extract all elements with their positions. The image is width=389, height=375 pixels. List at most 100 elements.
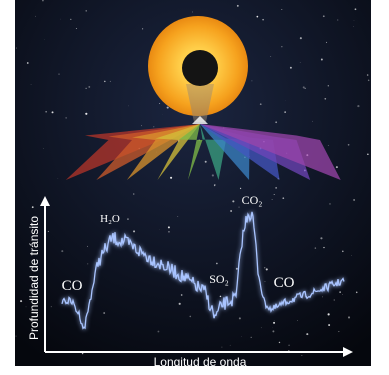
star-dot: [334, 300, 335, 301]
star-dot: [336, 166, 338, 168]
star-dot: [230, 210, 232, 212]
star-dot: [16, 48, 17, 49]
star-dot: [351, 255, 352, 256]
star-dot: [251, 80, 252, 81]
star-dot: [192, 12, 193, 13]
star-dot: [261, 327, 262, 328]
star-dot: [65, 117, 66, 118]
star-dot: [87, 246, 88, 247]
star-dot: [312, 121, 313, 122]
star-dot: [168, 226, 170, 228]
star-dot: [168, 231, 169, 232]
star-dot: [357, 105, 359, 107]
star-dot: [189, 316, 191, 318]
star-dot: [31, 84, 32, 85]
star-dot: [181, 294, 183, 296]
star-dot: [51, 306, 52, 307]
star-dot: [281, 46, 282, 47]
star-dot: [16, 336, 17, 337]
star-dot: [237, 5, 239, 7]
star-dot: [87, 263, 88, 264]
star-dot: [158, 331, 160, 333]
star-dot: [356, 292, 358, 294]
star-dot: [76, 28, 77, 29]
star-dot: [103, 312, 105, 314]
star-dot: [275, 187, 277, 189]
molecule-label: H₂O: [100, 213, 120, 225]
star-dot: [251, 337, 252, 338]
star-dot: [321, 59, 323, 61]
star-dot: [141, 125, 142, 126]
star-dot: [353, 26, 354, 27]
star-dot: [265, 281, 266, 282]
molecule-label: CO: [62, 278, 83, 294]
star-dot: [58, 73, 59, 74]
star-dot: [45, 111, 47, 113]
star-dot: [238, 207, 239, 208]
star-dot: [128, 106, 129, 107]
star-dot: [275, 121, 277, 123]
star-dot: [279, 342, 280, 343]
star-dot: [328, 313, 330, 315]
star-dot: [367, 74, 369, 76]
molecule-label: CO: [274, 275, 295, 291]
star-dot: [142, 28, 143, 29]
star-dot: [85, 113, 87, 115]
star-dot: [315, 247, 316, 248]
star-dot: [274, 194, 275, 195]
star-dot: [230, 345, 231, 346]
star-dot: [82, 353, 83, 354]
star-dot: [260, 103, 262, 105]
star-dot: [239, 317, 241, 319]
star-dot: [153, 126, 154, 127]
star-dot: [281, 9, 282, 10]
star-dot: [272, 330, 274, 332]
star-dot: [86, 10, 87, 11]
star-dot: [354, 20, 355, 21]
star-dot: [305, 88, 306, 89]
star-dot: [212, 174, 214, 176]
star-dot: [302, 355, 303, 356]
star-dot: [290, 67, 292, 69]
star-dot: [159, 103, 160, 104]
star-dot: [110, 81, 111, 82]
star-dot: [274, 320, 275, 321]
planet: [182, 50, 218, 86]
star-dot: [257, 16, 259, 18]
star-dot: [323, 247, 324, 248]
star-dot: [348, 144, 350, 146]
star-dot: [320, 237, 322, 239]
star-dot: [328, 324, 330, 326]
molecule-label: CO₂: [242, 193, 263, 207]
star-dot: [282, 197, 284, 199]
star-dot: [86, 88, 87, 89]
star-dot: [32, 206, 34, 208]
star-dot: [272, 199, 273, 200]
star-dot: [297, 320, 298, 321]
star-dot: [170, 177, 172, 179]
y-axis-label: Profundidad de tránsito: [27, 216, 41, 340]
star-dot: [322, 297, 323, 298]
star-dot: [52, 111, 54, 113]
star-dot: [348, 316, 350, 318]
star-dot: [264, 267, 265, 268]
star-dot: [329, 203, 330, 204]
star-dot: [367, 153, 369, 155]
star-dot: [240, 188, 241, 189]
star-dot: [133, 193, 135, 195]
star-dot: [232, 200, 234, 202]
page: Profundidad de tránsito Longitud de onda…: [0, 0, 389, 375]
star-dot: [262, 19, 264, 21]
star-dot: [61, 250, 63, 252]
star-dot: [236, 268, 238, 270]
star-dot: [44, 39, 45, 40]
star-dot: [328, 85, 329, 86]
star-dot: [323, 15, 325, 17]
star-dot: [284, 111, 286, 113]
star-dot: [338, 331, 339, 332]
star-dot: [273, 322, 275, 324]
star-dot: [270, 56, 271, 57]
star-dot: [43, 148, 44, 149]
star-dot: [353, 199, 354, 200]
x-axis-label: Longitud de onda: [154, 355, 247, 369]
